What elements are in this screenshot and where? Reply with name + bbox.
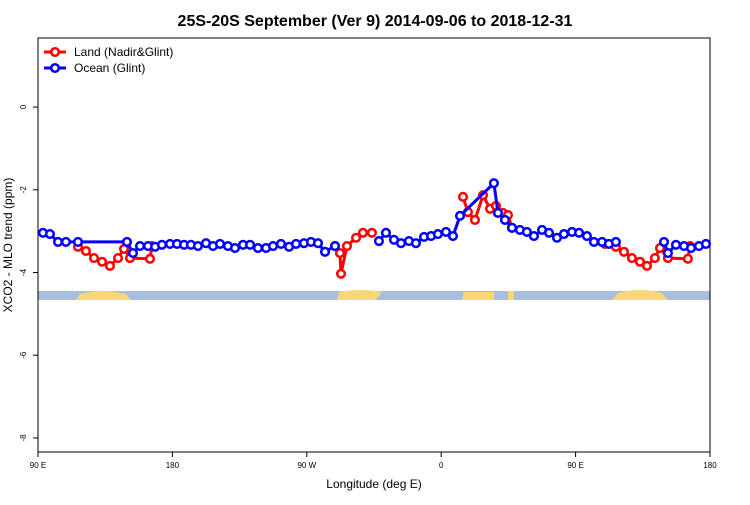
point — [410, 238, 422, 249]
point — [252, 243, 264, 254]
point — [214, 238, 226, 250]
x-tick-label: 0 — [439, 461, 444, 470]
point — [558, 228, 570, 240]
point — [60, 236, 71, 247]
point — [319, 246, 331, 257]
x-axis-label: Longitude (deg E) — [326, 477, 421, 491]
point — [334, 248, 346, 259]
point — [543, 227, 555, 238]
point — [121, 236, 133, 247]
y-tick-label: -8 — [19, 434, 28, 442]
point — [581, 231, 592, 242]
x-tick-label: 90 E — [30, 461, 46, 470]
point — [104, 260, 116, 271]
point — [506, 222, 518, 233]
y-axis-label: XCO2 - MLO trend (ppm) — [1, 178, 15, 313]
point — [454, 210, 466, 221]
point — [670, 239, 682, 250]
legend-marker — [49, 46, 61, 58]
point — [97, 256, 108, 267]
point — [366, 227, 377, 238]
point — [275, 238, 287, 250]
point — [88, 252, 100, 264]
point — [192, 240, 203, 252]
point — [634, 256, 646, 267]
y-tick-label: 0 — [19, 104, 28, 109]
y-tick-label: -6 — [19, 351, 28, 359]
x-tick-label: 180 — [166, 461, 180, 470]
point — [610, 236, 621, 247]
point — [341, 240, 353, 252]
point — [521, 226, 532, 238]
point — [626, 252, 637, 264]
point — [700, 238, 712, 250]
legend-marker — [49, 62, 61, 74]
point — [112, 252, 124, 264]
point — [290, 238, 302, 250]
point — [134, 240, 146, 252]
legend-label: Land (Nadir&Glint) — [74, 45, 173, 59]
point — [573, 227, 585, 238]
point — [682, 253, 693, 264]
land-band — [76, 290, 668, 300]
point — [229, 243, 241, 254]
point — [312, 238, 324, 249]
point — [156, 239, 167, 250]
point — [351, 232, 362, 243]
point — [268, 240, 279, 252]
point — [649, 252, 660, 264]
point — [72, 236, 84, 247]
point — [641, 260, 653, 271]
point — [662, 248, 673, 259]
point — [329, 240, 341, 252]
legend-label: Ocean (Glint) — [74, 61, 145, 75]
point — [144, 253, 156, 264]
x-tick-label: 180 — [703, 461, 717, 470]
point — [588, 236, 600, 247]
point — [335, 268, 347, 279]
point — [127, 248, 139, 259]
point — [357, 227, 368, 238]
point — [440, 226, 452, 238]
point — [618, 246, 630, 257]
point — [469, 214, 480, 226]
point — [395, 238, 407, 249]
point — [380, 227, 391, 238]
point — [488, 178, 499, 189]
point — [373, 236, 384, 247]
point — [528, 231, 539, 242]
point — [457, 191, 469, 202]
point — [492, 207, 503, 218]
x-tick-label: 90 E — [567, 461, 583, 470]
point — [658, 236, 670, 247]
point — [52, 236, 64, 247]
point — [80, 245, 91, 257]
point — [499, 214, 511, 226]
point — [447, 231, 459, 242]
y-tick-label: -4 — [19, 268, 28, 276]
point — [685, 243, 697, 254]
chart-title: 25S-20S September (Ver 9) 2014-09-06 to … — [178, 13, 573, 30]
y-tick-label: -2 — [19, 186, 28, 194]
x-tick-label: 90 W — [297, 461, 316, 470]
point — [44, 228, 55, 240]
point — [245, 239, 256, 250]
point — [432, 228, 443, 240]
